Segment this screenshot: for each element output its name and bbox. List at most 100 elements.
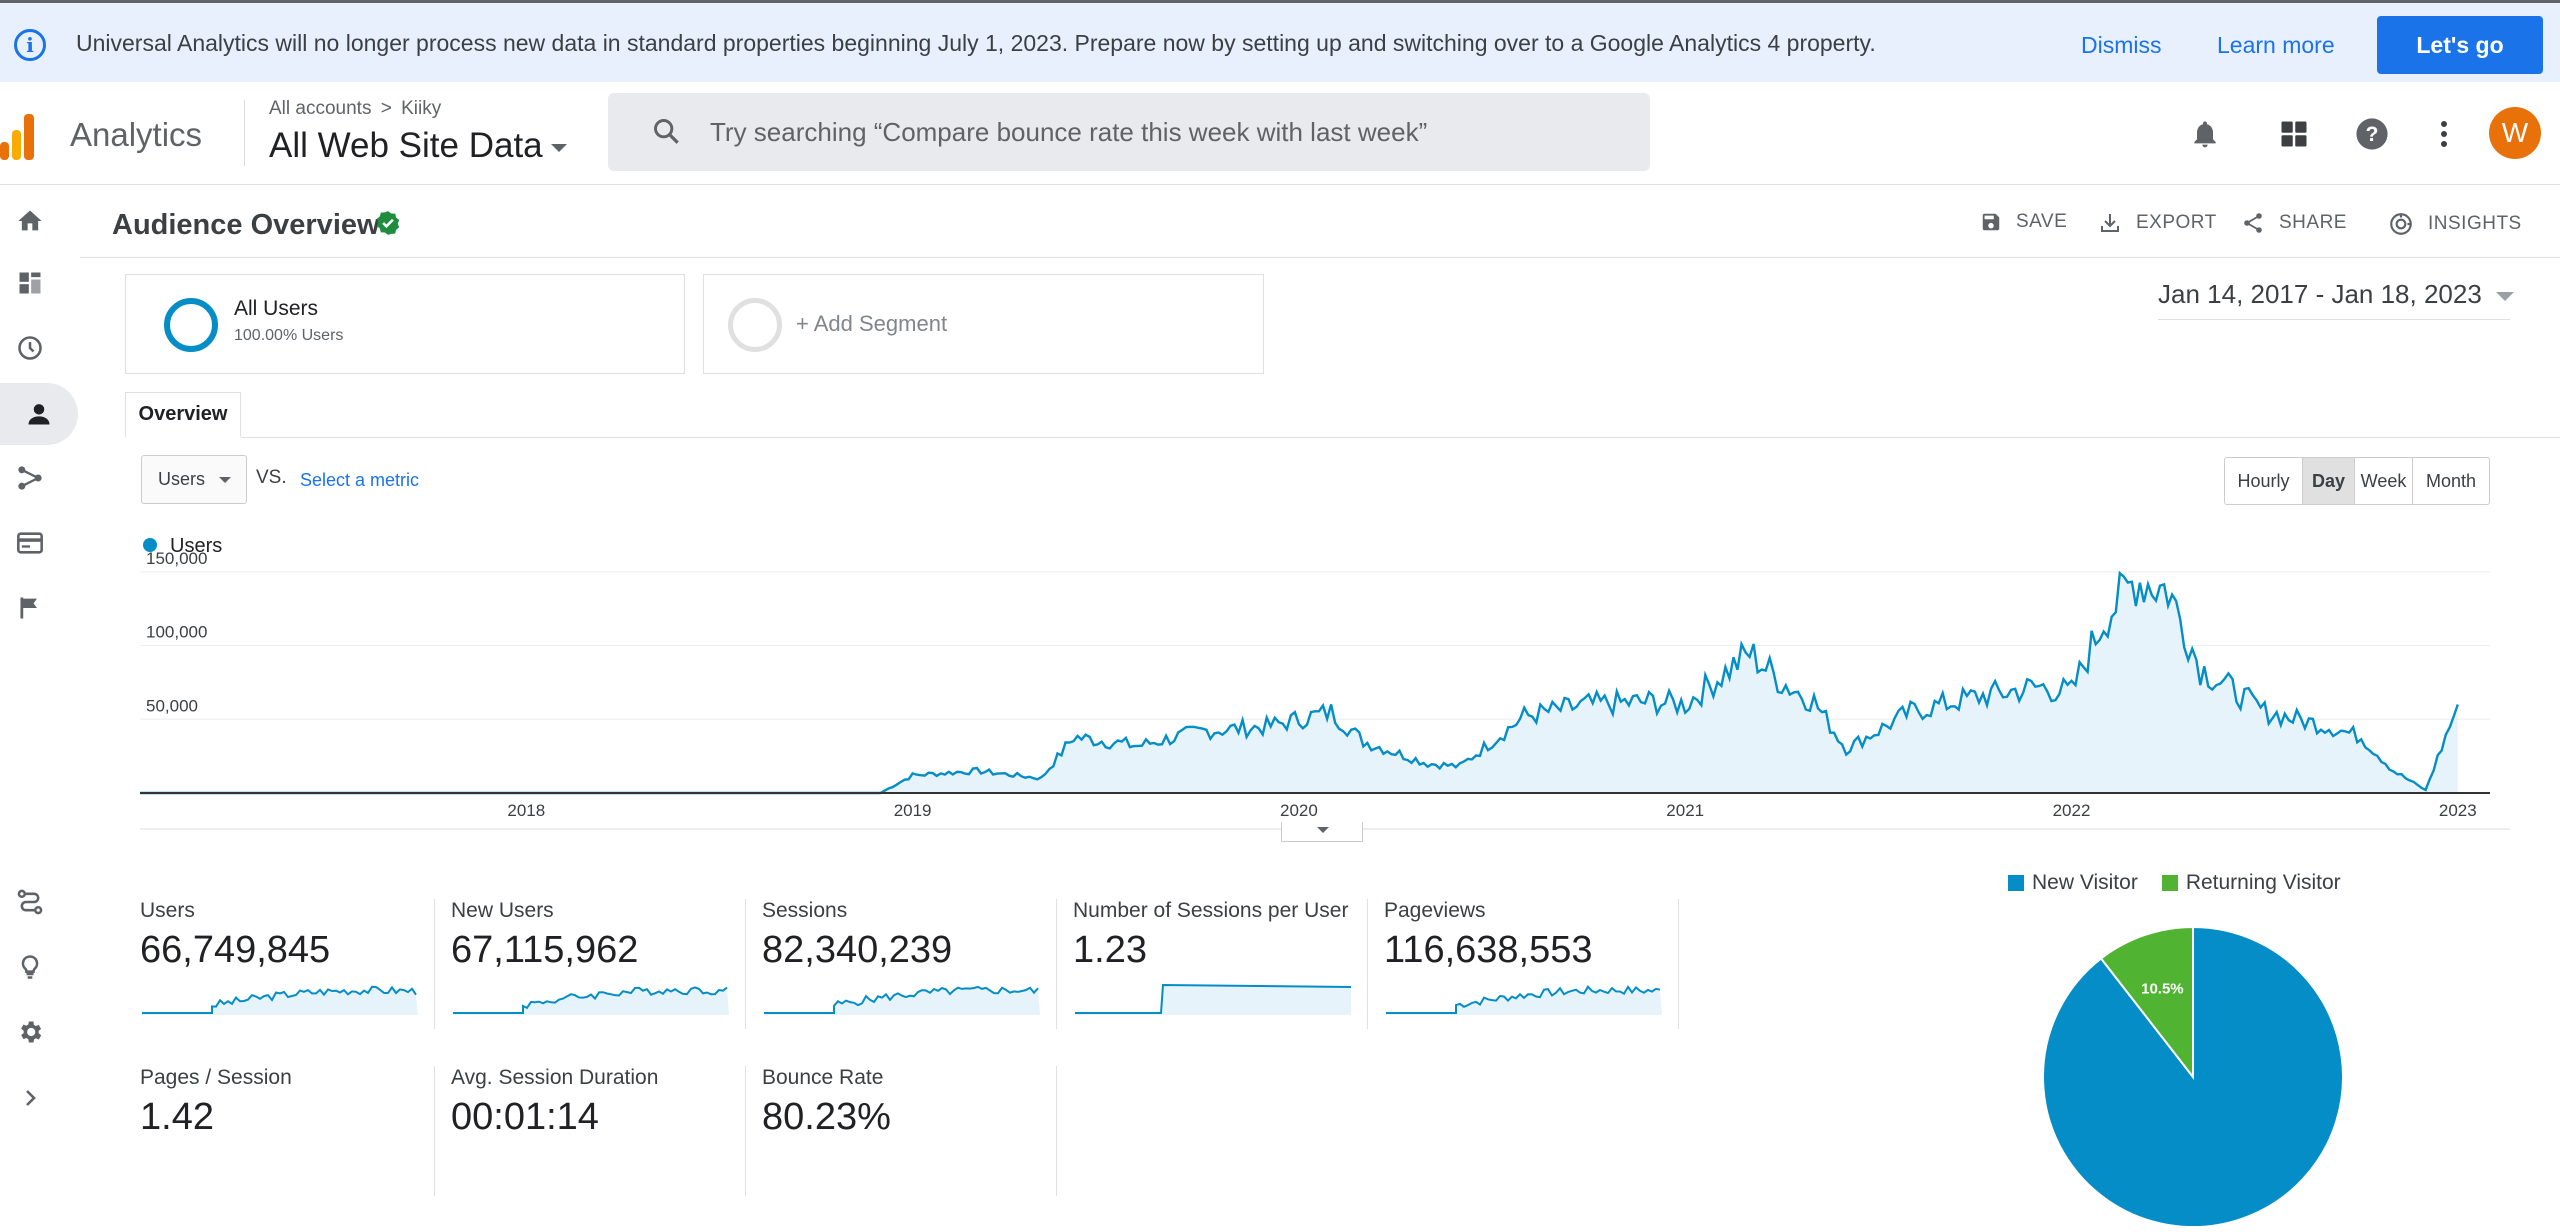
caret-down-icon bbox=[550, 143, 567, 152]
legend-label: Users bbox=[170, 535, 222, 557]
property-selector[interactable]: All Web Site Data bbox=[269, 126, 567, 166]
metric-label: Pages / Session bbox=[140, 1066, 292, 1089]
realtime-icon[interactable] bbox=[10, 328, 50, 368]
metric-value: 1.42 bbox=[140, 1096, 214, 1138]
granularity-toggle: Hourly Day Week Month bbox=[2224, 457, 2490, 505]
metric-value: 67,115,962 bbox=[451, 929, 639, 971]
home-icon[interactable] bbox=[10, 201, 50, 241]
legend-label: Returning Visitor bbox=[2185, 871, 2341, 894]
metric-label: Number of Sessions per User bbox=[1073, 899, 1349, 922]
dismiss-link[interactable]: Dismiss bbox=[2081, 32, 2162, 58]
caret-down-icon bbox=[2495, 291, 2514, 301]
breadcrumb-root[interactable]: All accounts bbox=[269, 98, 372, 119]
metric-card[interactable]: Bounce Rate 80.23% bbox=[762, 1066, 1062, 1196]
segment-name: All Users bbox=[234, 297, 319, 320]
y-tick-label: 100,000 bbox=[146, 623, 207, 642]
apps-icon[interactable] bbox=[2274, 114, 2314, 154]
insights-button[interactable]: INSIGHTS bbox=[2388, 211, 2522, 237]
date-range-underline bbox=[2158, 319, 2510, 320]
metric-separator bbox=[434, 899, 435, 1029]
x-tick-label: 2021 bbox=[1666, 801, 1704, 820]
metric-separator bbox=[1367, 899, 1368, 1029]
granularity-hourly-button[interactable]: Hourly bbox=[2225, 458, 2303, 504]
empty-segment-ring-icon bbox=[728, 298, 782, 352]
date-range-label: Jan 14, 2017 - Jan 18, 2023 bbox=[2158, 279, 2482, 309]
avatar[interactable]: W bbox=[2489, 107, 2541, 159]
add-segment-button[interactable]: + Add Segment bbox=[703, 274, 1264, 374]
app-header: Analytics All accounts > Kiiky All Web S… bbox=[0, 82, 2560, 185]
export-button[interactable]: EXPORT bbox=[2098, 211, 2217, 235]
metric-separator bbox=[745, 1066, 746, 1196]
expand-icon[interactable] bbox=[10, 1078, 50, 1118]
date-range-picker[interactable]: Jan 14, 2017 - Jan 18, 2023 bbox=[2158, 279, 2514, 310]
metric-value: 80.23% bbox=[762, 1096, 891, 1138]
left-nav bbox=[0, 185, 80, 1130]
chart-collapse-toggle[interactable] bbox=[1281, 822, 1363, 842]
metric-card[interactable]: Pageviews 116,638,553 bbox=[1384, 899, 1684, 1029]
breadcrumb-account[interactable]: Kiiky bbox=[401, 98, 442, 119]
visitor-type-pie-chart[interactable]: 10.5% bbox=[2038, 922, 2348, 1232]
metric-card[interactable]: Sessions 82,340,239 bbox=[762, 899, 1062, 1029]
metric-label: Users bbox=[140, 899, 195, 922]
search-box[interactable]: Try searching “Compare bounce rate this … bbox=[608, 93, 1650, 171]
acquisition-icon[interactable] bbox=[10, 458, 50, 498]
metric-sparkline bbox=[1075, 983, 1351, 1015]
help-icon[interactable]: ? bbox=[2352, 114, 2392, 154]
metric-card[interactable]: Avg. Session Duration 00:01:14 bbox=[451, 1066, 751, 1196]
metric-label: Pageviews bbox=[1384, 899, 1486, 922]
search-placeholder: Try searching “Compare bounce rate this … bbox=[710, 117, 1428, 147]
app-name: Analytics bbox=[70, 116, 203, 153]
legend-label: New Visitor bbox=[2032, 871, 2138, 894]
pie-slice-returning-visitor[interactable] bbox=[2099, 925, 2194, 1080]
granularity-month-button[interactable]: Month bbox=[2425, 470, 2477, 491]
export-icon bbox=[2101, 214, 2119, 232]
granularity-week-button[interactable]: Week bbox=[2355, 458, 2413, 504]
segment-percent: 100.00% Users bbox=[234, 327, 344, 344]
metric-card[interactable]: Pages / Session 1.42 bbox=[140, 1066, 440, 1196]
metric-value: 116,638,553 bbox=[1384, 929, 1593, 971]
metric-sparkline bbox=[453, 986, 729, 1015]
save-icon bbox=[1982, 213, 2000, 231]
metric-card[interactable]: New Users 67,115,962 bbox=[451, 899, 751, 1029]
lets-go-button[interactable]: Let's go bbox=[2377, 16, 2543, 74]
x-tick-label: 2020 bbox=[1280, 801, 1318, 820]
metric-sparkline bbox=[764, 985, 1040, 1015]
page-title: Audience Overview bbox=[112, 209, 380, 241]
discover-icon[interactable] bbox=[10, 947, 50, 987]
metric-dropdown-value: Users bbox=[158, 469, 206, 489]
metric-separator bbox=[1056, 1066, 1057, 1196]
learn-more-link[interactable]: Learn more bbox=[2217, 32, 2335, 58]
conversions-icon[interactable] bbox=[10, 588, 50, 628]
audience-icon[interactable] bbox=[0, 383, 78, 445]
granularity-day-button[interactable]: Day bbox=[2303, 458, 2355, 504]
legend-returning-visitor[interactable]: Returning Visitor bbox=[2161, 871, 2341, 895]
metric-card[interactable]: Users 66,749,845 bbox=[140, 899, 440, 1029]
breadcrumb[interactable]: All accounts > Kiiky bbox=[269, 98, 441, 120]
share-button[interactable]: SHARE bbox=[2241, 211, 2347, 235]
header-divider bbox=[244, 100, 245, 166]
customization-icon[interactable] bbox=[10, 263, 50, 303]
save-button[interactable]: SAVE bbox=[1980, 211, 2067, 233]
attribution-icon[interactable] bbox=[10, 882, 50, 922]
insights-icon bbox=[2390, 213, 2412, 235]
tab-overview[interactable]: Overview bbox=[125, 392, 241, 438]
x-tick-label: 2023 bbox=[2439, 801, 2477, 820]
behavior-icon[interactable] bbox=[10, 523, 50, 563]
segment-all-users[interactable]: All Users 100.00% Users bbox=[125, 274, 685, 374]
announcement-banner: i Universal Analytics will no longer pro… bbox=[0, 0, 2560, 82]
bell-icon[interactable] bbox=[2185, 114, 2225, 154]
metric-label: New Users bbox=[451, 899, 554, 922]
vs-label: VS. bbox=[256, 467, 287, 488]
metric-value: 66,749,845 bbox=[140, 929, 331, 971]
tab-divider bbox=[125, 437, 2560, 438]
metric-separator bbox=[434, 1066, 435, 1196]
metric-dropdown[interactable]: Users bbox=[141, 455, 247, 504]
legend-new-visitor[interactable]: New Visitor bbox=[2008, 871, 2138, 895]
select-metric-link[interactable]: Select a metric bbox=[300, 470, 420, 490]
analytics-logo[interactable] bbox=[0, 112, 40, 160]
admin-icon[interactable] bbox=[10, 1012, 50, 1052]
metric-card[interactable]: Number of Sessions per User 1.23 bbox=[1073, 899, 1373, 1029]
caret-down-icon bbox=[219, 476, 232, 483]
more-icon[interactable] bbox=[2424, 114, 2464, 154]
